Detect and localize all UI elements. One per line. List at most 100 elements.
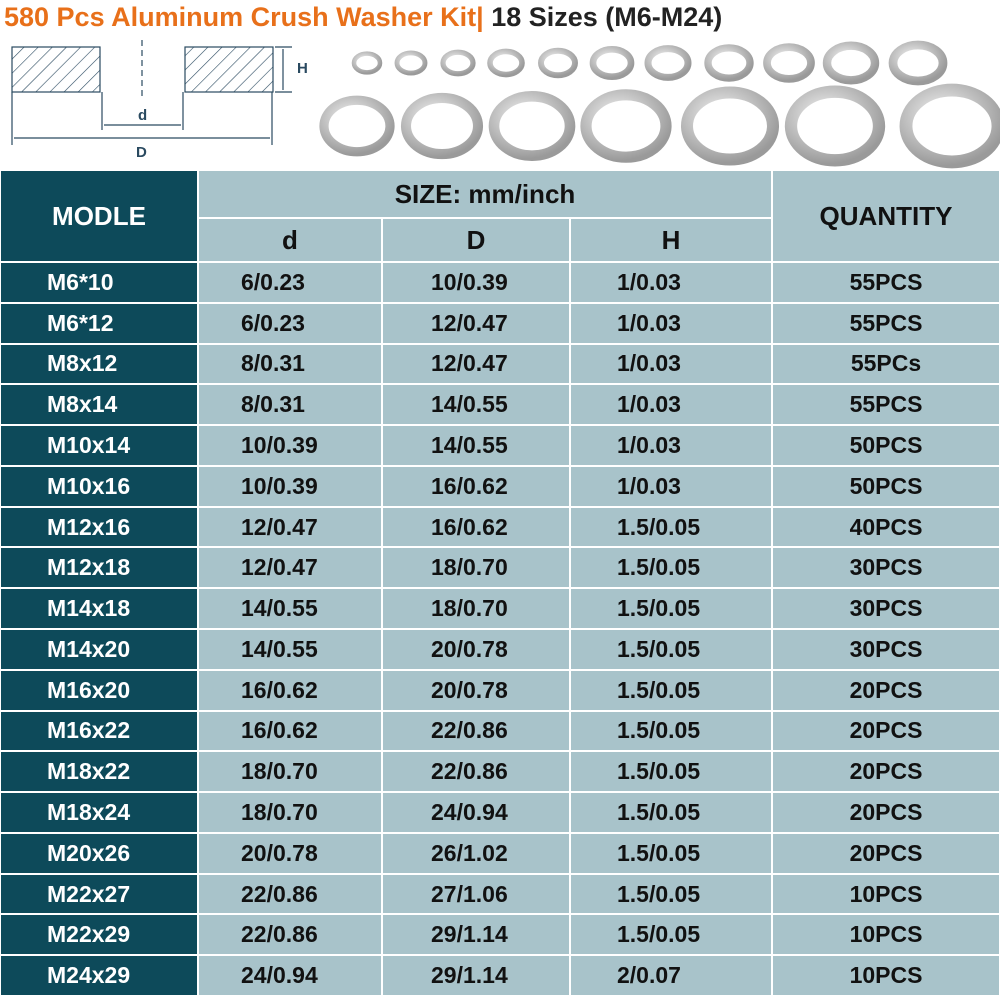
cell-quantity: 50PCS xyxy=(772,465,1000,507)
header-d: d xyxy=(198,218,382,262)
cell-model: M18x22 xyxy=(0,751,198,793)
cell-model: M10x14 xyxy=(0,425,198,466)
cell-inner-diameter: 12/0.47 xyxy=(198,506,382,548)
cell-quantity: 20PCS xyxy=(772,710,1000,752)
cell-thickness: 1.5/0.05 xyxy=(570,792,772,833)
title-sizes: 18 Sizes (M6-M24) xyxy=(491,2,723,32)
cell-inner-diameter: 18/0.70 xyxy=(198,751,382,793)
cell-model: M18x24 xyxy=(0,792,198,833)
cell-outer-diameter: 18/0.70 xyxy=(382,547,570,589)
height-label: H xyxy=(297,60,308,77)
cell-model: M14x20 xyxy=(0,629,198,670)
cell-thickness: 1.5/0.05 xyxy=(570,588,772,629)
cell-thickness: 1/0.03 xyxy=(570,302,772,344)
cell-inner-diameter: 22/0.86 xyxy=(198,873,382,915)
header-D: D xyxy=(382,218,570,262)
cell-outer-diameter: 22/0.86 xyxy=(382,710,570,752)
cell-model: M22x27 xyxy=(0,873,198,915)
header-size: SIZE: mm/inch xyxy=(198,170,772,218)
cell-thickness: 1.5/0.05 xyxy=(570,506,772,548)
washer xyxy=(487,48,525,78)
washer-photo xyxy=(319,40,1000,169)
cell-model: M8x14 xyxy=(0,384,198,426)
cell-inner-diameter: 16/0.62 xyxy=(198,669,382,711)
cell-quantity: 10PCS xyxy=(772,873,1000,915)
cell-outer-diameter: 16/0.62 xyxy=(382,465,570,507)
cell-inner-diameter: 10/0.39 xyxy=(198,425,382,466)
cell-quantity: 20PCS xyxy=(772,669,1000,711)
washer xyxy=(822,41,880,85)
cell-thickness: 1/0.03 xyxy=(570,465,772,507)
cell-quantity: 30PCS xyxy=(772,629,1000,670)
cell-quantity: 20PCS xyxy=(772,832,1000,874)
cell-model: M8x12 xyxy=(0,343,198,385)
cell-thickness: 1.5/0.05 xyxy=(570,914,772,956)
header-model: MODLE xyxy=(0,170,198,262)
title: 580 Pcs Aluminum Crush Washer Kit| 18 Si… xyxy=(4,2,722,33)
cell-thickness: 1.5/0.05 xyxy=(570,629,772,670)
washer xyxy=(580,89,672,163)
inner-label: d xyxy=(138,107,147,124)
cell-outer-diameter: 29/1.14 xyxy=(382,955,570,996)
cell-quantity: 55PCS xyxy=(772,302,1000,344)
washer xyxy=(784,85,886,167)
washer xyxy=(440,49,476,77)
cell-thickness: 1.5/0.05 xyxy=(570,832,772,874)
cell-model: M24x29 xyxy=(0,955,198,996)
illustration: H d D xyxy=(11,40,1000,169)
cell-model: M10x16 xyxy=(0,465,198,507)
header-quantity: QUANTITY xyxy=(772,170,1000,262)
washer xyxy=(488,91,576,161)
cell-quantity: 55PCS xyxy=(772,262,1000,303)
cell-thickness: 1.5/0.05 xyxy=(570,873,772,915)
cell-quantity: 30PCS xyxy=(772,588,1000,629)
cell-inner-diameter: 20/0.78 xyxy=(198,832,382,874)
cell-inner-diameter: 8/0.31 xyxy=(198,343,382,385)
washer xyxy=(888,40,948,86)
washer xyxy=(538,47,578,79)
cell-model: M14x18 xyxy=(0,588,198,629)
washer xyxy=(400,92,484,160)
cell-quantity: 10PCS xyxy=(772,914,1000,956)
cell-outer-diameter: 16/0.62 xyxy=(382,506,570,548)
cell-outer-diameter: 20/0.78 xyxy=(382,669,570,711)
washer xyxy=(704,44,754,82)
cell-inner-diameter: 6/0.23 xyxy=(198,262,382,303)
cell-inner-diameter: 12/0.47 xyxy=(198,547,382,589)
cell-outer-diameter: 12/0.47 xyxy=(382,302,570,344)
cell-thickness: 1/0.03 xyxy=(570,425,772,466)
cell-inner-diameter: 10/0.39 xyxy=(198,465,382,507)
cell-inner-diameter: 24/0.94 xyxy=(198,955,382,996)
washer xyxy=(589,45,635,81)
cell-outer-diameter: 12/0.47 xyxy=(382,343,570,385)
washer xyxy=(351,51,383,75)
cell-quantity: 20PCS xyxy=(772,792,1000,833)
cell-model: M16x22 xyxy=(0,710,198,752)
cell-quantity: 30PCS xyxy=(772,547,1000,589)
cell-outer-diameter: 26/1.02 xyxy=(382,832,570,874)
cell-model: M22x29 xyxy=(0,914,198,956)
washer xyxy=(319,95,395,157)
cell-thickness: 1/0.03 xyxy=(570,262,772,303)
washer xyxy=(763,43,815,83)
cell-quantity: 20PCS xyxy=(772,751,1000,793)
title-main: 580 Pcs Aluminum Crush Washer Kit| xyxy=(4,2,484,32)
cell-thickness: 1.5/0.05 xyxy=(570,669,772,711)
cell-thickness: 1.5/0.05 xyxy=(570,547,772,589)
cell-thickness: 1.5/0.05 xyxy=(570,710,772,752)
cell-inner-diameter: 8/0.31 xyxy=(198,384,382,426)
cell-model: M12x16 xyxy=(0,506,198,548)
cell-outer-diameter: 29/1.14 xyxy=(382,914,570,956)
cell-outer-diameter: 22/0.86 xyxy=(382,751,570,793)
cell-quantity: 40PCS xyxy=(772,506,1000,548)
cell-quantity: 55PCs xyxy=(772,343,1000,385)
cell-thickness: 1.5/0.05 xyxy=(570,751,772,793)
cell-model: M6*12 xyxy=(0,302,198,344)
cell-thickness: 1/0.03 xyxy=(570,343,772,385)
cell-outer-diameter: 10/0.39 xyxy=(382,262,570,303)
cell-quantity: 55PCS xyxy=(772,384,1000,426)
outer-label: D xyxy=(136,144,147,161)
washer xyxy=(394,50,428,76)
cell-inner-diameter: 18/0.70 xyxy=(198,792,382,833)
